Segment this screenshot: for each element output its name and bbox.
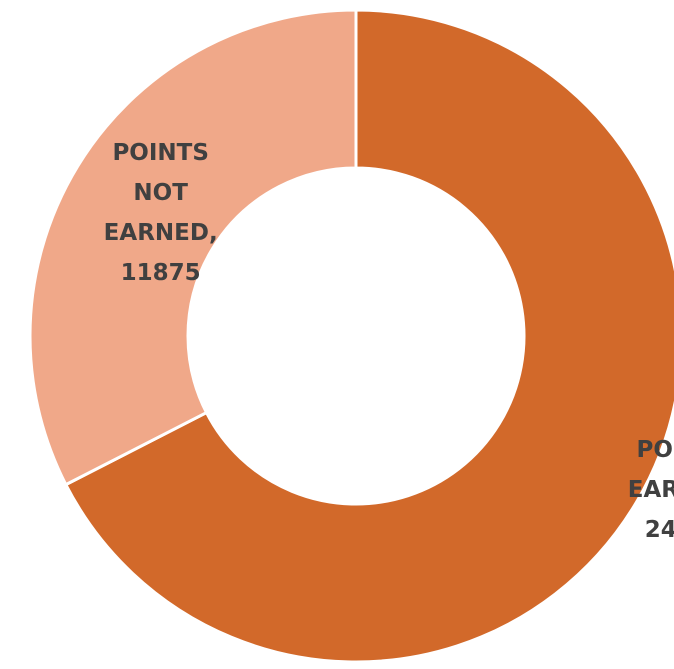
donut-slice (28, 8, 358, 487)
data-label-category: POINTS NOT EARNED (104, 140, 218, 246)
data-label: POINTS EARNED 24625 (628, 430, 674, 550)
data-label: POINTS NOT EARNED 11875 (104, 133, 218, 293)
data-label-value: 24625 (644, 517, 674, 544)
data-label-value: 11875 (120, 259, 201, 286)
data-label-category: POINTS EARNED (628, 437, 674, 503)
donut-slice (63, 8, 674, 664)
